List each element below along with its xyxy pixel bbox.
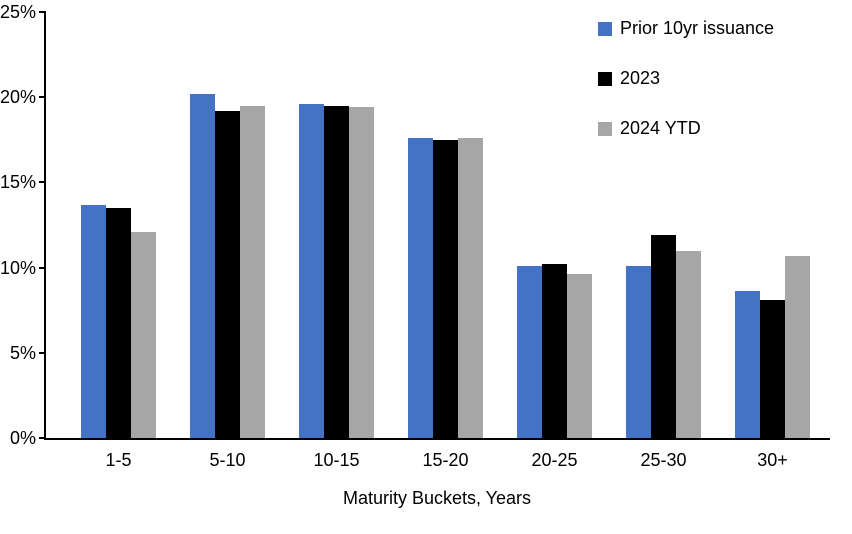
bar-2024-ytd-1-5 xyxy=(131,231,156,438)
y-tick-label: 10% xyxy=(0,257,36,278)
plot-area: 0% 5% 10% 15% 20% 25% 1-5 5-10 10-15 15-20 20-25 2… xyxy=(0,3,830,470)
x-category-label: 15-20 xyxy=(422,450,469,470)
bar-2024-ytd-30+ xyxy=(785,255,810,438)
bar-2024-ytd-5-10 xyxy=(240,105,265,438)
bar-group-30+: 30+ xyxy=(735,12,810,470)
bar-prior-10yr-issuance-10-15 xyxy=(299,104,324,438)
y-tick-label: 25% xyxy=(0,2,36,22)
bar-2023-10-15 xyxy=(324,105,349,438)
x-category-label: 10-15 xyxy=(313,450,360,470)
bar-group-5-10: 5-10 xyxy=(190,12,265,470)
bar-2023-5-10 xyxy=(215,110,240,438)
bar-2024-ytd-10-15 xyxy=(349,107,374,438)
bar-prior-10yr-issuance-20-25 xyxy=(517,265,542,438)
bar-prior-10yr-issuance-5-10 xyxy=(190,93,215,438)
bar-group-20-25: 20-25 xyxy=(517,12,592,470)
x-category-label: 5-10 xyxy=(209,450,246,470)
y-tick-label: 0% xyxy=(9,428,36,448)
legend-swatch-icon xyxy=(598,121,612,136)
y-tick-mark xyxy=(39,11,46,13)
bar-prior-10yr-issuance-15-20 xyxy=(408,138,433,438)
legend-item-2024-ytd: 2024 YTD xyxy=(598,118,774,139)
x-category-label: 20-25 xyxy=(531,450,578,470)
bar-2024-ytd-25-30 xyxy=(676,250,701,438)
bar-prior-10yr-issuance-25-30 xyxy=(626,265,651,438)
chart-legend: Prior 10yr issuance 2023 2024 YTD xyxy=(598,18,774,168)
bar-group-1-5: 1-5 xyxy=(81,12,156,470)
y-tick-label: 5% xyxy=(9,342,36,363)
x-category-label: 25-30 xyxy=(640,450,687,470)
x-axis-title: Maturity Buckets, Years xyxy=(342,488,532,508)
y-tick-mark xyxy=(39,351,46,354)
bar-prior-10yr-issuance-30+ xyxy=(735,291,760,438)
y-tick-mark xyxy=(39,96,46,99)
legend-label: 2024 YTD xyxy=(620,118,701,138)
bar-groups: 1-5 5-10 10-15 15-20 20-25 25-30 30+ xyxy=(46,12,830,470)
legend-item-prior-10yr-issuance: Prior 10yr issuance xyxy=(598,18,774,39)
bar-group-10-15: 10-15 xyxy=(299,12,374,470)
bar-2023-30+ xyxy=(760,299,785,438)
bar-2023-1-5 xyxy=(106,207,131,438)
y-tick-label: 15% xyxy=(0,172,36,193)
legend-label: 2023 xyxy=(620,68,661,88)
y-tick-mark xyxy=(39,437,46,439)
bar-2024-ytd-20-25 xyxy=(567,274,592,438)
y-tick-label: 20% xyxy=(0,87,36,108)
legend-label: Prior 10yr issuance xyxy=(620,18,775,38)
bar-group-15-20: 15-20 xyxy=(408,12,483,470)
legend-item-2023: 2023 xyxy=(598,68,774,89)
bar-group-25-30: 25-30 xyxy=(626,12,701,470)
y-tick-mark xyxy=(39,181,46,184)
legend-swatch-icon xyxy=(598,21,612,36)
bar-2023-20-25 xyxy=(542,264,567,438)
bar-2023-25-30 xyxy=(651,235,676,438)
x-category-label: 1-5 xyxy=(105,450,132,470)
bar-prior-10yr-issuance-1-5 xyxy=(81,204,106,438)
legend-swatch-icon xyxy=(598,71,612,86)
x-category-label: 30+ xyxy=(757,450,788,470)
bar-2023-15-20 xyxy=(433,139,458,438)
bar-2024-ytd-15-20 xyxy=(458,138,483,438)
y-tick-mark xyxy=(39,266,46,269)
